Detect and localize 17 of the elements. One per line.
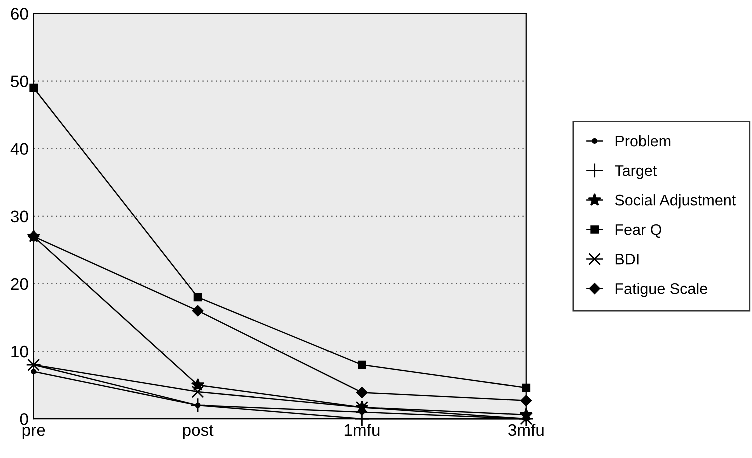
- legend-label: Fatigue Scale: [616, 283, 708, 298]
- y-tick-label: 10: [12, 346, 28, 358]
- y-tick-label: 50: [11, 76, 28, 88]
- x-tick-label: 1mfu: [344, 424, 380, 436]
- y-tick-label: 40: [10, 143, 28, 156]
- legend-label: BDI: [616, 254, 639, 265]
- y-tick-label: 20: [11, 278, 28, 290]
- legend-label: Fear Q: [616, 224, 662, 238]
- x-tick-label: 3mfu: [508, 424, 544, 436]
- x-tick-label: pre: [22, 427, 46, 440]
- y-tick-label: 60: [11, 8, 28, 20]
- legend-label: Social Adjustment: [615, 194, 736, 209]
- y-tick-label: 0: [20, 413, 28, 426]
- x-tick-label: post: [183, 425, 214, 440]
- legend-label: Target: [615, 166, 658, 180]
- y-tick-label: 30: [11, 210, 28, 223]
- legend-label: Problem: [616, 135, 671, 147]
